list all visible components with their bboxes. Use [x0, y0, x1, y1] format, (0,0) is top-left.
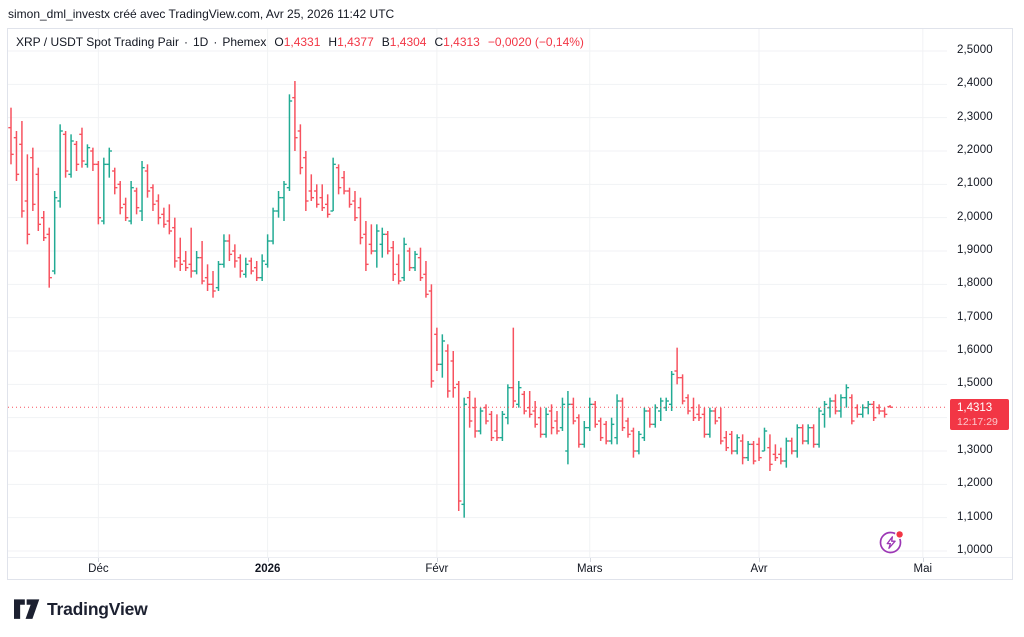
legend-high: H1,4377 — [328, 35, 374, 49]
time-axis-tick — [98, 558, 100, 562]
legend-symbol-title[interactable]: XRP / USDT Spot Trading Pair — [16, 35, 179, 49]
price-axis-label: 2,4000 — [957, 77, 993, 90]
time-axis-label: Déc — [88, 563, 109, 575]
price-axis-label: 2,0000 — [957, 210, 993, 223]
legend-close: C1,4313 — [434, 35, 480, 49]
price-axis-label: 2,2000 — [957, 144, 993, 156]
time-axis-tick — [436, 558, 438, 562]
legend-separator: · — [183, 35, 188, 49]
price-axis-label: 2,1000 — [957, 177, 993, 190]
time-axis-tick — [267, 558, 269, 562]
time-axis-tick — [759, 558, 761, 562]
price-axis-label: 1,5000 — [957, 377, 993, 390]
time-axis-label: Avr — [750, 563, 768, 575]
price-axis-label: 1,0000 — [957, 544, 993, 556]
legend-exchange[interactable]: Phemex — [222, 35, 267, 49]
time-axis-label: 2026 — [254, 563, 281, 575]
price-axis-label: 1,2000 — [957, 477, 993, 490]
time-axis-label: Mai — [913, 563, 933, 575]
last-price-label: 1,4313 12:17:29 — [950, 399, 1009, 431]
notification-dot — [896, 531, 903, 538]
flash-ideas-button[interactable] — [879, 529, 905, 555]
price-axis-label: 1,6000 — [957, 344, 993, 356]
legend-low: B1,4304 — [381, 35, 427, 49]
last-price-value: 1,4313 — [957, 402, 993, 415]
time-axis-label: Mars — [576, 563, 603, 575]
price-axis-label: 2,3000 — [957, 110, 993, 123]
time-axis-tick — [922, 558, 924, 562]
bar-countdown: 12:17:29 — [957, 416, 998, 429]
price-axis-label: 1,1000 — [957, 510, 993, 523]
price-axis-label: 1,3000 — [957, 444, 993, 456]
time-axis-tick — [589, 558, 591, 562]
price-axis-label: 1,8000 — [957, 277, 993, 290]
time-axis-label: Févr — [425, 563, 449, 575]
chart-widget: XRP / USDT Spot Trading Pair · 1D · Phem… — [7, 28, 1013, 580]
flash-icon — [879, 531, 902, 554]
tradingview-mark-icon — [14, 599, 40, 619]
legend-open: O1,4331 — [274, 35, 321, 49]
legend-interval[interactable]: 1D — [192, 35, 209, 49]
price-axis-label: 2,5000 — [957, 44, 993, 56]
tradingview-wordmark: TradingView — [47, 599, 148, 619]
legend-change: −0,0020 (−0,14%) — [487, 35, 584, 49]
price-axis[interactable]: 1,4313 12:17:29 2,5000 2,4000 2,3000 2,2000… — [947, 29, 1012, 557]
legend-separator: · — [213, 35, 218, 49]
price-axis-label: 1,7000 — [957, 310, 993, 323]
price-pane[interactable] — [8, 29, 947, 557]
price-axis-label: 1,9000 — [957, 244, 993, 256]
time-axis[interactable]: Déc 2026 Févr Mars Avr Mai — [8, 557, 1012, 579]
chart-legend: XRP / USDT Spot Trading Pair · 1D · Phem… — [16, 35, 584, 49]
tradingview-logo[interactable]: TradingView — [14, 599, 148, 620]
attribution-text: simon_dml_investx créé avec TradingView.… — [8, 7, 395, 21]
